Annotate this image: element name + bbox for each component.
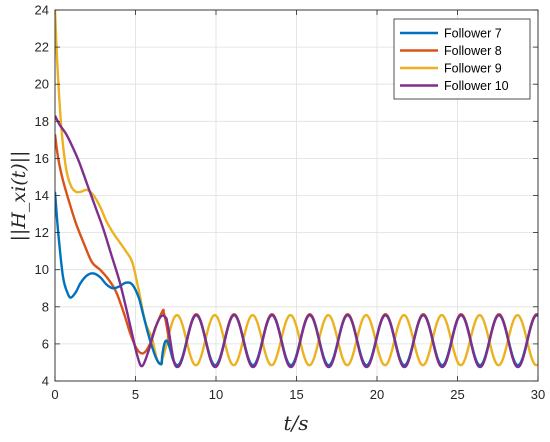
- y-tick-label: 14: [35, 188, 49, 203]
- x-tick-label: 20: [370, 387, 384, 402]
- legend-label: Follower 7: [444, 27, 502, 41]
- tick-marks: [54, 9, 539, 382]
- series-line-10: [55, 115, 538, 369]
- x-tick-label: 30: [531, 387, 545, 402]
- y-tick-label: 12: [35, 225, 49, 240]
- y-tick-label: 22: [35, 40, 49, 55]
- legend: Follower 7 Follower 8 Follower 9 Follower 1…: [393, 18, 531, 100]
- y-tick-labels: 4 6 8 10 12 14 16 18 20 22 24: [35, 3, 49, 389]
- series-layer: [55, 10, 538, 369]
- legend-label: Follower 8: [444, 44, 502, 58]
- x-tick-label: 15: [289, 387, 303, 402]
- legend-label: Follower 9: [444, 62, 502, 76]
- x-tick-labels: 0 5 10 15 20 25 30: [51, 387, 545, 402]
- legend-label: Follower 10: [444, 79, 509, 93]
- y-tick-label: 18: [35, 114, 49, 129]
- y-tick-label: 16: [35, 151, 49, 166]
- x-axis-label: t/s: [283, 411, 308, 435]
- x-tick-label: 25: [450, 387, 464, 402]
- x-tick-label: 5: [132, 387, 139, 402]
- x-tick-label: 10: [209, 387, 223, 402]
- y-tick-label: 24: [35, 3, 49, 18]
- y-tick-label: 10: [35, 262, 49, 277]
- y-axis-label: ||H_xi(t)||: [8, 151, 30, 242]
- y-tick-label: 4: [42, 374, 49, 389]
- y-tick-label: 20: [35, 77, 49, 92]
- x-tick-label: 0: [51, 387, 58, 402]
- y-tick-label: 8: [42, 299, 49, 314]
- y-tick-label: 6: [42, 336, 49, 351]
